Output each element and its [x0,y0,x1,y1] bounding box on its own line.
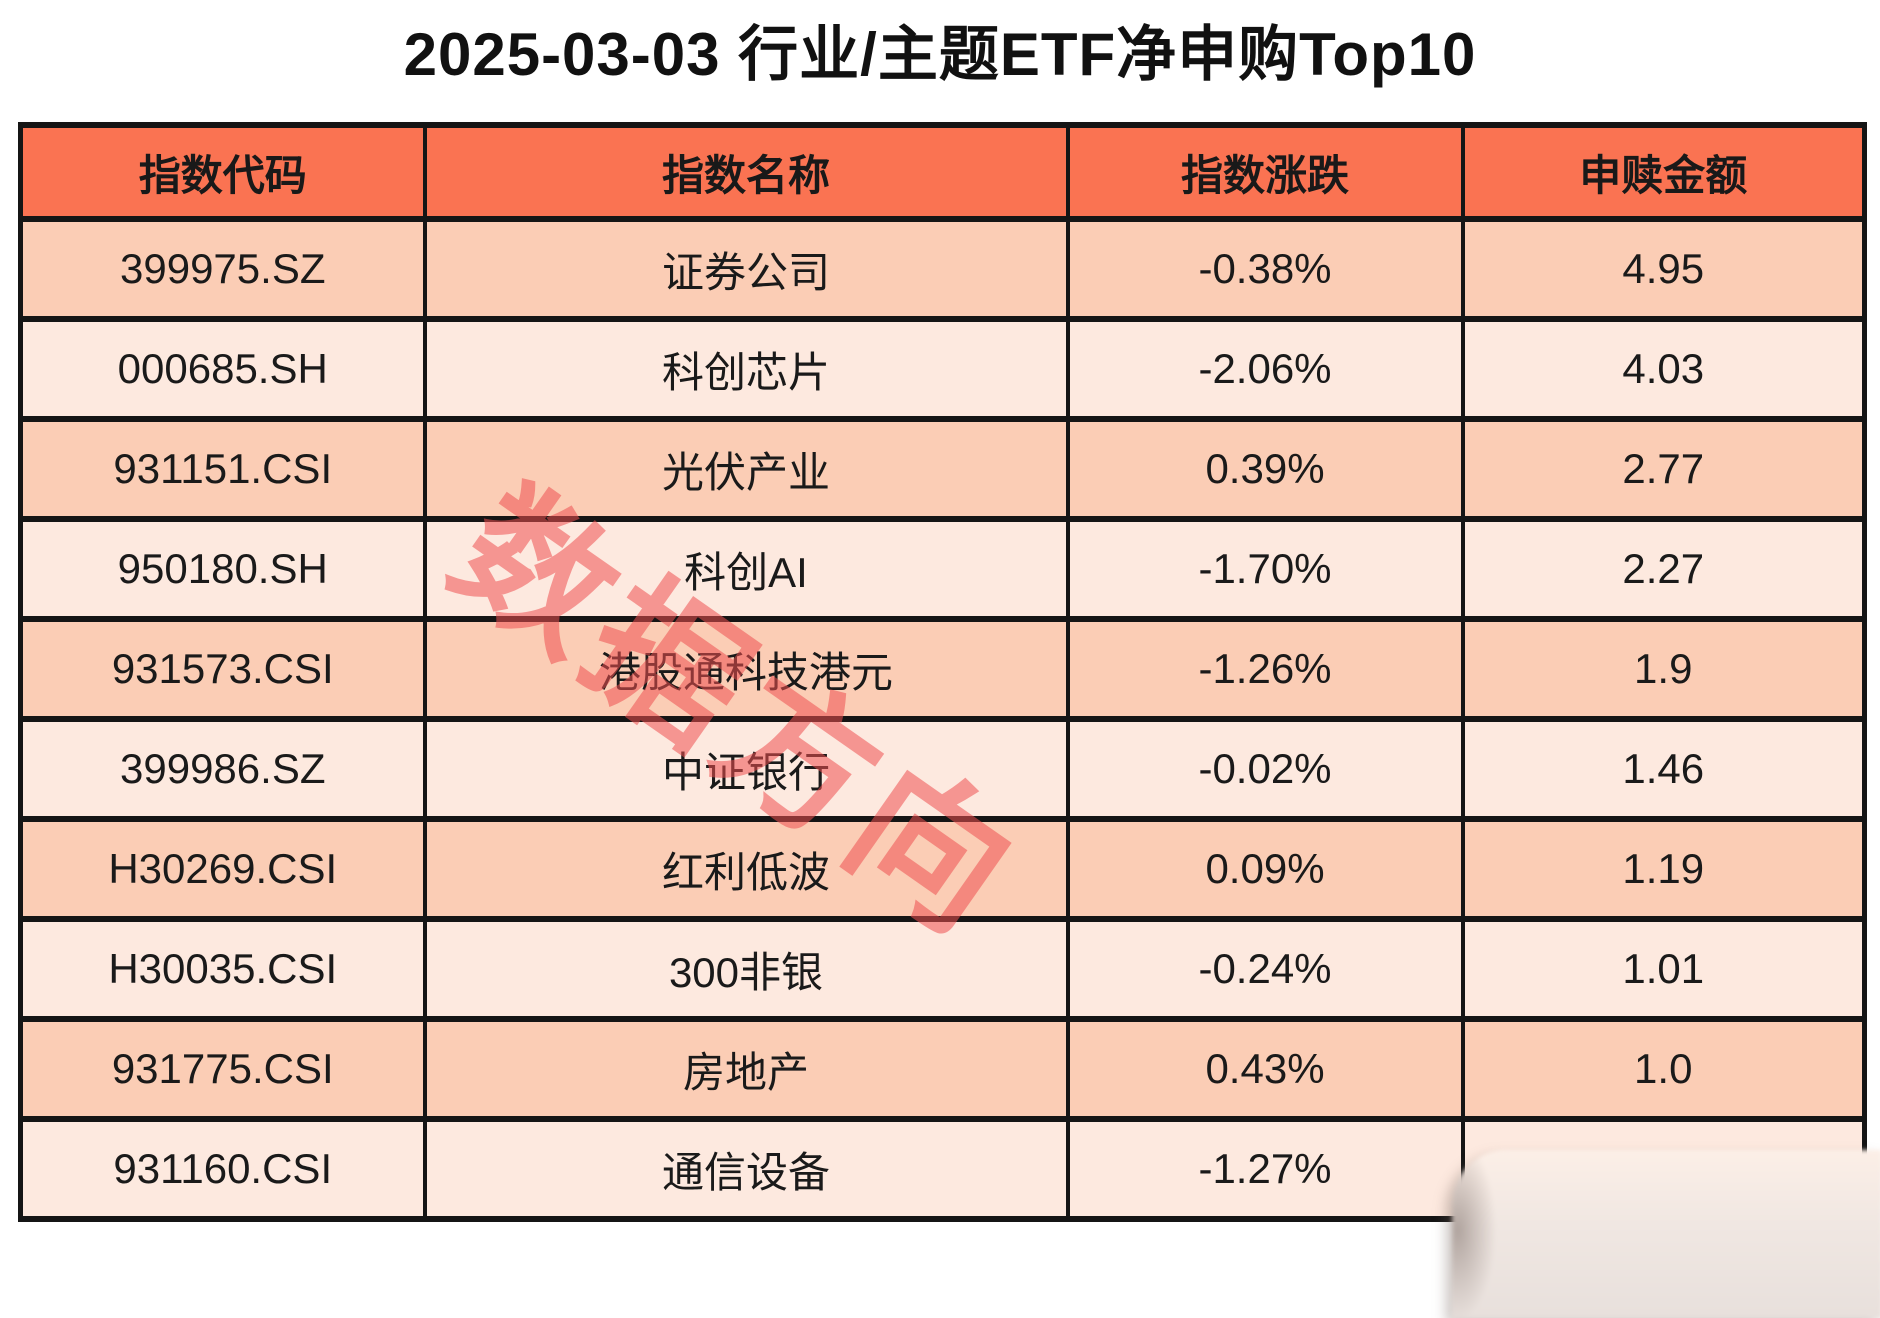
cell-index-name: 房地产 [422,1016,1070,1122]
cell-index-change: 0.43% [1065,1016,1465,1122]
table-header: 指数代码 指数名称 指数涨跌 申赎金额 [18,122,1867,222]
cell-index-code: 399975.SZ [18,216,427,322]
table-row: 399975.SZ 证券公司 -0.38% 4.95 [18,216,1867,322]
cell-index-change: -1.26% [1065,616,1465,722]
page-title: 2025-03-03 行业/主题ETF净申购Top10 [403,21,1477,88]
cell-index-code: 399986.SZ [18,716,427,822]
cell-amount: 4.95 [1460,216,1867,322]
cell-index-name: 证券公司 [422,216,1070,322]
table-body: 399975.SZ 证券公司 -0.38% 4.95 000685.SH 科创芯… [18,216,1867,1222]
cell-index-code: 931160.CSI [18,1116,427,1222]
cell-index-name: 科创AI [422,516,1070,622]
table-row: 931151.CSI 光伏产业 0.39% 2.77 [18,416,1867,522]
cell-index-name: 300非银 [422,916,1070,1022]
cell-amount: 1.01 [1460,916,1867,1022]
cell-index-name: 红利低波 [422,816,1070,922]
cell-index-change: -1.70% [1065,516,1465,622]
column-header-index-name: 指数名称 [422,122,1070,222]
cell-index-change: -1.27% [1065,1116,1465,1222]
cell-amount: 2.27 [1460,516,1867,622]
cell-index-name: 港股通科技港元 [422,616,1070,722]
table-row: 000685.SH 科创芯片 -2.06% 4.03 [18,316,1867,422]
cell-index-name: 中证银行 [422,716,1070,822]
cell-index-change: 0.39% [1065,416,1465,522]
cell-index-change: -2.06% [1065,316,1465,422]
cell-index-code: 950180.SH [18,516,427,622]
cell-index-code: 000685.SH [18,316,427,422]
cell-index-name: 科创芯片 [422,316,1070,422]
cell-index-code: 931573.CSI [18,616,427,722]
column-header-index-code: 指数代码 [18,122,427,222]
column-header-amount: 申赎金额 [1460,122,1867,222]
header-row: 指数代码 指数名称 指数涨跌 申赎金额 [18,122,1867,222]
table-row: 950180.SH 科创AI -1.70% 2.27 [18,516,1867,622]
cell-amount: 1.46 [1460,716,1867,822]
cell-index-change: -0.24% [1065,916,1465,1022]
etf-net-subscription-table: 指数代码 指数名称 指数涨跌 申赎金额 399975.SZ 证券公司 -0.38… [18,122,1867,1222]
table-row: 931775.CSI 房地产 0.43% 1.0 [18,1016,1867,1122]
cell-index-code: H30035.CSI [18,916,427,1022]
cell-index-name: 通信设备 [422,1116,1070,1222]
table-row: 399986.SZ 中证银行 -0.02% 1.46 [18,716,1867,822]
cell-index-name: 光伏产业 [422,416,1070,522]
cell-amount: 1.19 [1460,816,1867,922]
table-row: 931573.CSI 港股通科技港元 -1.26% 1.9 [18,616,1867,722]
cell-index-change: -0.38% [1065,216,1465,322]
cell-amount: 1.0 [1460,1016,1867,1122]
table-row: H30269.CSI 红利低波 0.09% 1.19 [18,816,1867,922]
cell-amount: 1.9 [1460,616,1867,722]
cell-index-change: -0.02% [1065,716,1465,822]
cell-amount: 2.77 [1460,416,1867,522]
cell-index-code: 931775.CSI [18,1016,427,1122]
cell-amount: 4.03 [1460,316,1867,422]
cell-index-code: 931151.CSI [18,416,427,522]
column-header-index-change: 指数涨跌 [1065,122,1465,222]
cell-index-code: H30269.CSI [18,816,427,922]
cell-index-change: 0.09% [1065,816,1465,922]
blur-patch-overlay [1452,1150,1880,1318]
table-row: H30035.CSI 300非银 -0.24% 1.01 [18,916,1867,1022]
